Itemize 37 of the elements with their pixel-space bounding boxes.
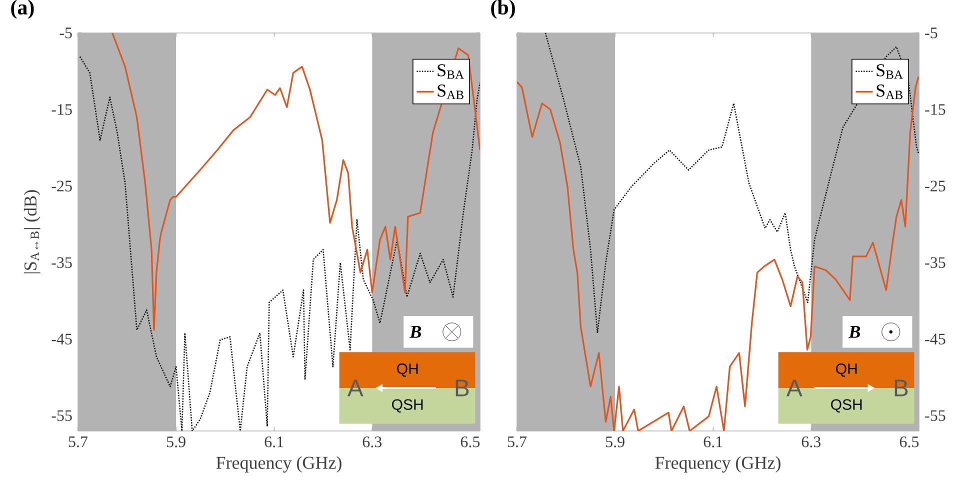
y-tick-label: -45: [52, 334, 72, 344]
x-tick-label: 6.5: [900, 436, 919, 448]
y-tick-label: -15: [52, 104, 72, 115]
x-tick-label: 5.9: [606, 436, 624, 448]
legend-label: S$_{BA}$: [438, 64, 464, 79]
chart-title: (a): [11, 0, 34, 19]
x-tick-label: 5.7: [68, 436, 88, 448]
legend-label: S$_{AB}$: [876, 84, 902, 100]
x-tick-label: 6.5: [460, 436, 480, 448]
y-tick-label: -35: [52, 257, 72, 268]
y-tick-label: -5: [925, 28, 938, 38]
annotation: B: [848, 326, 860, 338]
x-tick-label: 5.9: [166, 436, 186, 448]
line-series: [79, 56, 480, 431]
annotation: B: [410, 326, 422, 338]
y-tick-label: -45: [925, 334, 946, 344]
x-tick-label: 6.3: [362, 436, 382, 448]
y-tick-label: -55: [52, 410, 72, 421]
y-tick-label: -15: [925, 104, 946, 115]
y-axis-title: |S$_{A↔B}$| (dB): [24, 190, 40, 274]
x-tick-label: 6.1: [704, 436, 722, 448]
y-tick-label: -35: [925, 257, 946, 268]
y-tick-label: -25: [925, 180, 946, 192]
x-tick-label: 6.1: [264, 436, 284, 448]
x-tick-label: 5.7: [508, 436, 527, 448]
x-axis-title: Frequency (GHz): [655, 456, 780, 473]
chart-title: (b): [491, 0, 515, 19]
y-tick-label: -5: [60, 28, 72, 38]
x-tick-label: 6.3: [802, 436, 821, 448]
annotation: QH: [397, 363, 418, 377]
annotation: QSH: [831, 399, 862, 413]
x-axis-title: Frequency (GHz): [216, 456, 342, 473]
legend-label: S$_{AB}$: [438, 84, 464, 100]
legend-label: S$_{BA}$: [876, 64, 903, 79]
annotation: QSH: [392, 399, 423, 413]
y-tick-label: -55: [925, 410, 946, 421]
y-tick-label: -25: [52, 180, 72, 192]
